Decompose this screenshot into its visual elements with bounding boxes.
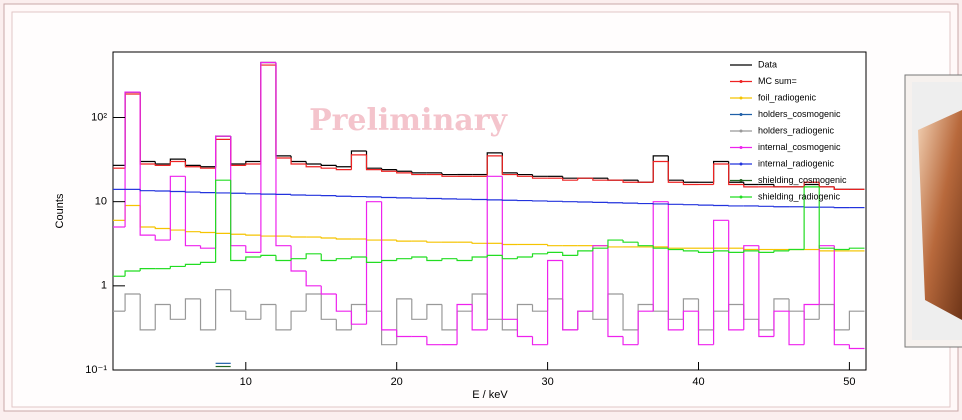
histogram-bin	[291, 194, 306, 195]
legend-label: holders_radiogenic	[758, 125, 835, 135]
legend-label: Data	[758, 59, 777, 69]
x-axis-label: E / keV	[472, 389, 508, 401]
legend-marker	[740, 163, 743, 166]
y-tick-label: 10⁻¹	[85, 364, 107, 376]
x-tick-label: 30	[541, 376, 553, 388]
legend-label: MC sum=	[758, 76, 797, 86]
legend-marker	[740, 80, 743, 83]
legend-marker	[740, 97, 743, 100]
x-tick-label: 20	[391, 376, 403, 388]
legend-label: shielding_cosmogenic	[758, 175, 847, 185]
y-axis-label: Counts	[54, 193, 66, 228]
x-tick-label: 10	[240, 376, 252, 388]
x-tick-label: 50	[843, 376, 855, 388]
photo-copper-holder	[918, 110, 962, 320]
watermark: Preliminary	[309, 103, 508, 138]
plot-frame	[113, 52, 866, 370]
legend-label: foil_radiogenic	[758, 92, 817, 102]
legend-marker	[740, 196, 743, 199]
legend-marker	[740, 113, 743, 116]
histogram-bin	[382, 197, 397, 198]
legend-label: internal_radiogenic	[758, 158, 835, 168]
histogram-bin	[170, 191, 185, 192]
histogram-bin	[246, 193, 261, 194]
legend-marker	[740, 179, 743, 182]
histogram-bin	[336, 196, 351, 197]
legend-marker	[740, 146, 743, 149]
legend-label: internal_cosmogenic	[758, 142, 841, 152]
legend-label: holders_cosmogenic	[758, 109, 841, 119]
histogram-bin	[201, 192, 216, 193]
legend-label: shielding_radiogenic	[758, 191, 841, 201]
y-tick-label: 10²	[91, 111, 107, 123]
y-tick-label: 10	[95, 196, 107, 208]
histogram-bin	[185, 192, 200, 193]
legend-marker	[740, 130, 743, 133]
y-tick-label: 1	[101, 280, 107, 292]
x-tick-label: 40	[692, 376, 704, 388]
